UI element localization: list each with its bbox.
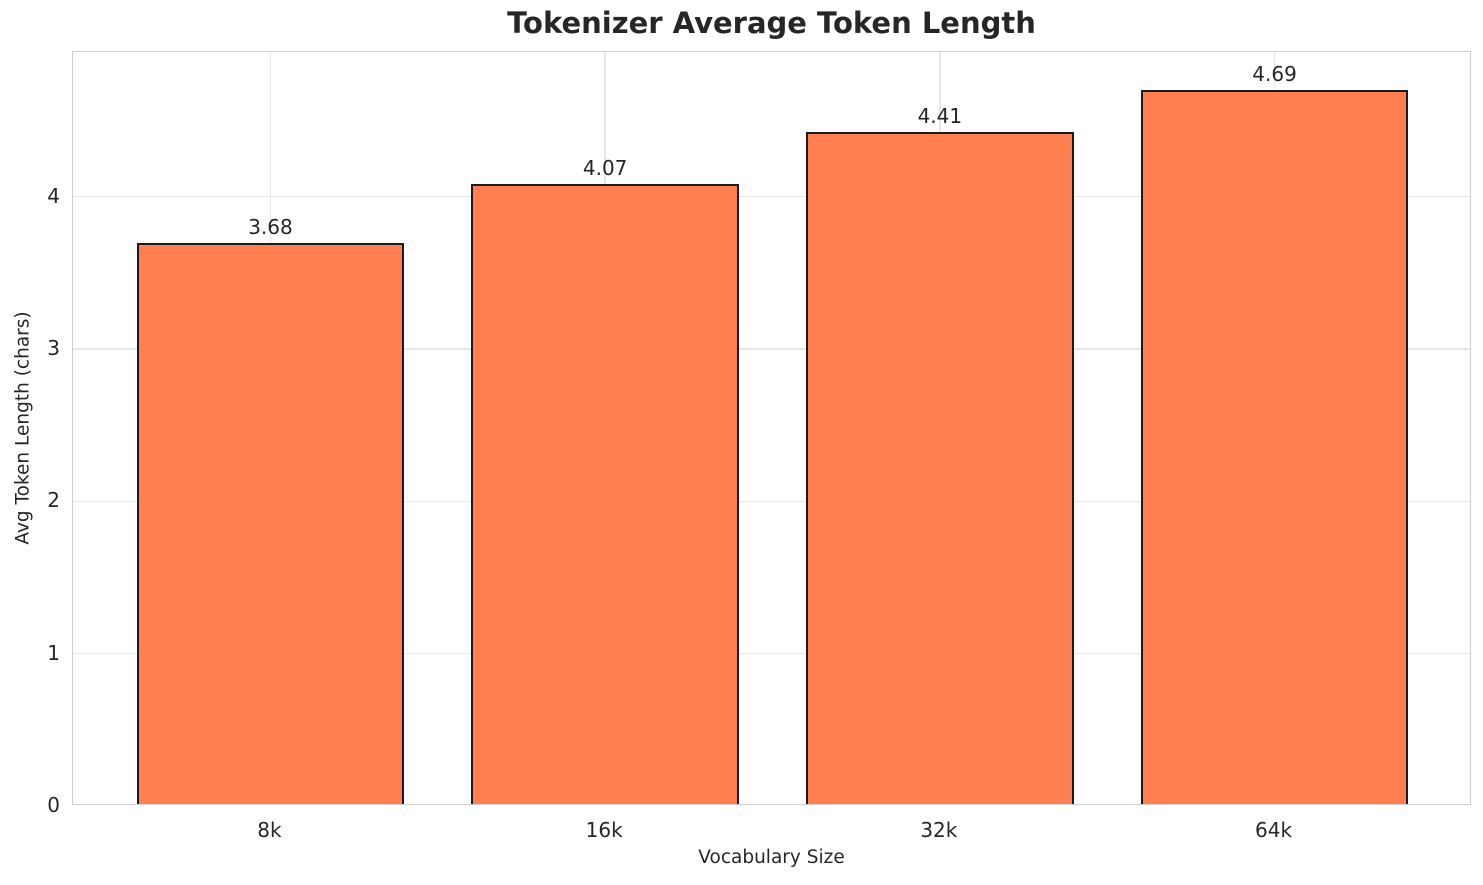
x-tick-label-64k: 64k: [1255, 818, 1293, 842]
bar-value-label-8k: 3.68: [248, 215, 293, 240]
y-gridline-3: [73, 348, 1470, 350]
bar-16k: [471, 184, 740, 804]
y-tick-label-2: 2: [47, 488, 60, 513]
y-axis-label: Avg Token Length (chars): [12, 311, 34, 545]
bar-32k: [805, 132, 1074, 804]
bar-value-label-16k: 4.07: [582, 156, 628, 181]
bar-value-label-64k: 4.69: [1252, 61, 1297, 86]
bar-64k: [1140, 89, 1409, 804]
x-tick-label-32k: 32k: [920, 818, 958, 842]
y-gridline-1: [73, 652, 1470, 655]
y-tick-label-3: 3: [47, 336, 60, 361]
x-tick-label-16k: 16k: [585, 818, 623, 842]
chart-title: Tokenizer Average Token Length: [507, 6, 1036, 40]
y-tick-label-1: 1: [47, 640, 60, 665]
bar-value-label-32k: 4.41: [917, 104, 963, 129]
y-tick-label-4: 4: [47, 183, 60, 208]
x-tick-label-8k: 8k: [257, 818, 282, 842]
bar-8k: [136, 243, 405, 804]
x-axis-label: Vocabulary Size: [698, 847, 845, 868]
y-gridline-4: [73, 195, 1470, 198]
plot-area: 3.68 4.07 4.41 4.69: [72, 51, 1471, 805]
y-gridline-2: [73, 500, 1470, 503]
y-tick-label-0: 0: [47, 793, 60, 817]
